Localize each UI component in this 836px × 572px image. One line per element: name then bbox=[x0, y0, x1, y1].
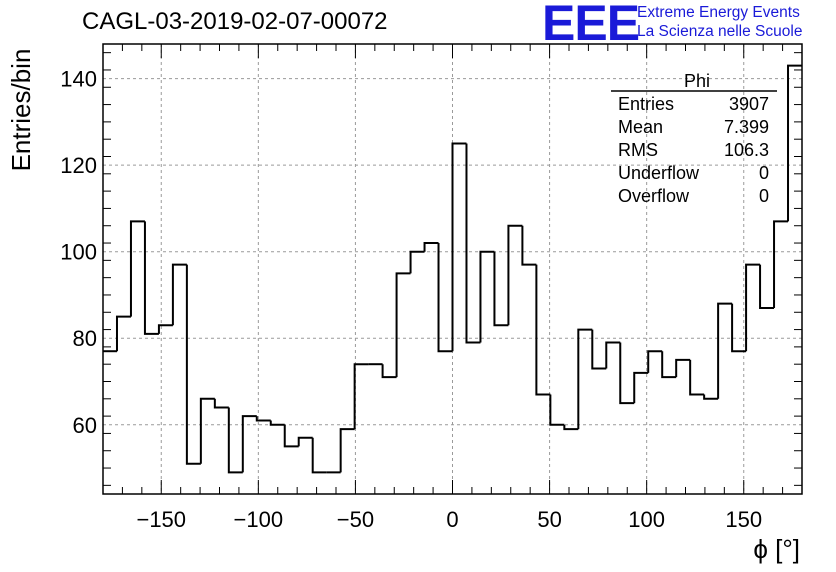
stats-title: Phi bbox=[684, 71, 710, 91]
histogram-bin bbox=[605, 341, 621, 369]
x-tick-label: −150 bbox=[136, 507, 186, 532]
y-tick-label: 100 bbox=[60, 240, 97, 265]
histogram-bin bbox=[787, 64, 802, 222]
axis-ticks bbox=[102, 44, 803, 494]
histogram-bin bbox=[283, 424, 299, 448]
stats-value: 106.3 bbox=[724, 140, 769, 160]
histogram-bin bbox=[423, 242, 439, 252]
histogram-bin bbox=[703, 394, 719, 400]
histogram-bin bbox=[675, 358, 691, 378]
histogram-bin bbox=[339, 428, 355, 473]
histogram-bin bbox=[255, 416, 271, 422]
histogram-bin bbox=[563, 424, 579, 431]
histogram-bin bbox=[465, 143, 481, 344]
x-tick-label: −50 bbox=[337, 507, 374, 532]
histogram-bin bbox=[311, 437, 327, 474]
histogram-bin bbox=[353, 363, 369, 430]
histogram-bin bbox=[773, 220, 789, 308]
eee-logo: EEE bbox=[542, 0, 640, 51]
histogram-bin bbox=[619, 342, 635, 405]
histogram-bin bbox=[115, 315, 131, 352]
histogram-bin bbox=[661, 351, 677, 379]
stats-value: 0 bbox=[759, 163, 769, 183]
stats-value: 3907 bbox=[729, 94, 769, 114]
histogram-bin bbox=[633, 371, 649, 404]
y-tick-label: 60 bbox=[73, 413, 97, 438]
histogram-bin bbox=[171, 263, 187, 326]
histogram-bin bbox=[507, 224, 523, 326]
histogram-bin bbox=[381, 364, 397, 379]
stats-value: 0 bbox=[759, 186, 769, 206]
histogram-bin bbox=[647, 350, 663, 373]
histogram-bin bbox=[549, 394, 565, 426]
histogram-bin bbox=[591, 329, 607, 370]
stats-value: 7.399 bbox=[724, 117, 769, 137]
histogram-bin bbox=[745, 263, 761, 352]
histogram-bin bbox=[409, 250, 425, 274]
logo-line-1: Extreme Energy Events bbox=[637, 4, 800, 21]
histogram-bin bbox=[689, 359, 705, 396]
histogram-bin bbox=[199, 397, 215, 464]
histogram-series bbox=[103, 64, 802, 474]
stats-box: Phi Entries 3907 Mean 7.399 RMS 106.3 Underflow… bbox=[611, 71, 777, 206]
histogram-bin bbox=[213, 398, 229, 409]
y-tick-label: 140 bbox=[60, 67, 97, 92]
histogram-bin bbox=[521, 225, 537, 266]
x-axis-title: ϕ [°] bbox=[753, 534, 800, 564]
x-tick-label: 100 bbox=[628, 507, 665, 532]
y-axis-title: Entries/bin bbox=[6, 49, 36, 172]
histogram-bin bbox=[241, 415, 257, 473]
histogram-bin bbox=[269, 420, 285, 426]
histogram-bin bbox=[759, 264, 775, 309]
histogram-bin bbox=[437, 243, 453, 353]
tick-labels: −150 −100 −50 0 50 100 150 60 80 100 120 140 bbox=[60, 67, 762, 532]
histogram-bin bbox=[535, 264, 551, 396]
stats-label: Underflow bbox=[618, 163, 700, 183]
histogram-bin bbox=[493, 251, 509, 327]
histogram-bin bbox=[731, 303, 747, 353]
logo-caption: Extreme Energy Events La Scienza nelle S… bbox=[637, 3, 802, 41]
stats-label: Entries bbox=[618, 94, 674, 114]
y-tick-label: 80 bbox=[73, 326, 97, 351]
histogram-bin bbox=[227, 407, 243, 474]
logo-line-2: La Scienza nelle Scuole bbox=[637, 23, 803, 40]
histogram-bin bbox=[717, 302, 733, 399]
histogram-bin bbox=[143, 221, 159, 335]
histogram-bin bbox=[395, 272, 411, 378]
stats-label: Overflow bbox=[618, 186, 690, 206]
stats-label: Mean bbox=[618, 117, 663, 137]
histogram-bin bbox=[577, 328, 593, 430]
stats-label: RMS bbox=[618, 140, 658, 160]
histogram-bin bbox=[185, 264, 201, 465]
histogram-bin bbox=[297, 436, 313, 447]
histogram-bin bbox=[129, 220, 145, 317]
x-tick-label: 150 bbox=[725, 507, 762, 532]
histogram-bin bbox=[451, 142, 467, 352]
histogram-bin bbox=[479, 250, 495, 343]
x-tick-label: −100 bbox=[234, 507, 284, 532]
x-tick-label: 50 bbox=[537, 507, 561, 532]
x-tick-label: 0 bbox=[446, 507, 458, 532]
y-tick-label: 120 bbox=[60, 153, 97, 178]
histogram-bin bbox=[157, 324, 173, 334]
chart-title: CAGL-03-2019-02-07-00072 bbox=[82, 8, 388, 35]
